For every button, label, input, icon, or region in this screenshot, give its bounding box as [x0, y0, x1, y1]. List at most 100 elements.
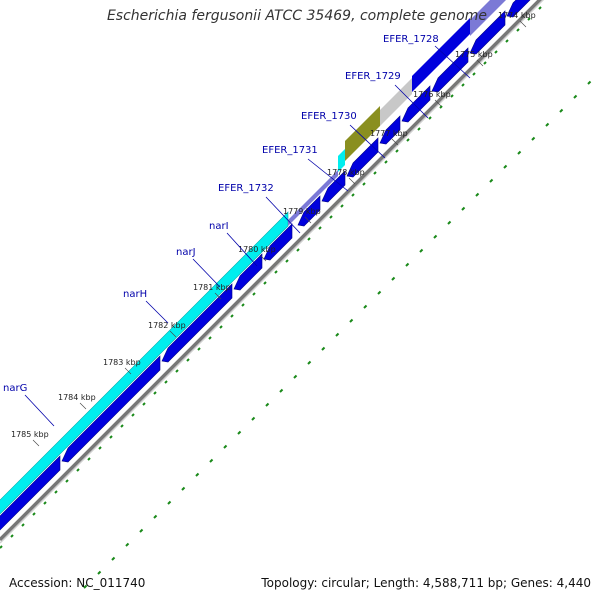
axis-dash	[517, 150, 522, 155]
axis-dot	[483, 61, 487, 65]
gene-label: narJ	[176, 247, 196, 258]
cds-arrow	[263, 223, 293, 261]
axis-dot	[538, 6, 542, 10]
axis-dot	[230, 314, 234, 318]
kbp-leader	[348, 177, 356, 185]
cds-arrow	[233, 253, 263, 291]
cds-arrow	[431, 47, 469, 93]
gene-label: narG	[3, 383, 27, 394]
kbp-leader	[32, 439, 40, 447]
gene-leader-line	[307, 158, 349, 192]
gene-leader-line	[434, 45, 471, 79]
accession-text: Accession: NC_011740	[9, 576, 146, 590]
gene-leader-line	[349, 124, 386, 159]
axis-dot	[87, 457, 91, 461]
axis-dot	[472, 72, 476, 76]
axis-dash	[237, 430, 242, 435]
axis-dash	[125, 542, 130, 547]
gene-label: narI	[209, 221, 229, 232]
kbp-tick-label: 1778 kbp	[327, 168, 365, 177]
axis-dot	[516, 28, 520, 32]
gene-label: EFER_1728	[383, 34, 439, 45]
kbp-leader	[476, 59, 484, 67]
backbone-shadow	[0, 0, 545, 544]
axis-dash	[363, 304, 368, 309]
axis-dot	[54, 490, 58, 494]
axis-dash	[265, 402, 270, 407]
axis-dash	[475, 192, 480, 197]
axis-dot	[32, 512, 36, 516]
kbp-tick-label: 1780 kbp	[238, 245, 276, 254]
axis-dot	[494, 50, 498, 54]
kbp-leader	[79, 402, 87, 410]
axis-dot	[417, 127, 421, 131]
axis-dash	[181, 486, 186, 491]
cds-arrow	[346, 137, 379, 178]
axis-dash	[209, 458, 214, 463]
axis-dot	[505, 39, 509, 43]
axis-dash	[531, 136, 536, 141]
axis-dash	[349, 318, 354, 323]
kbp-tick-label: 1783 kbp	[103, 358, 141, 367]
axis-dot	[175, 369, 179, 373]
axis-dot	[461, 83, 465, 87]
axis-dot	[153, 391, 157, 395]
axis-dot	[98, 446, 102, 450]
axis-dash	[377, 290, 382, 295]
gene-label: EFER_1732	[218, 183, 274, 194]
kbp-leader	[391, 138, 399, 146]
gene-label: EFER_1731	[262, 145, 318, 156]
cds-arrow	[297, 195, 321, 227]
axis-dot	[65, 479, 69, 483]
axis-dash	[279, 388, 284, 393]
gene-band-olive	[345, 106, 380, 161]
axis-dot	[395, 149, 399, 153]
axis-dash	[167, 500, 172, 505]
axis-dot	[186, 358, 190, 362]
axis-dash	[461, 206, 466, 211]
axis-dot	[197, 347, 201, 351]
axis-dot	[296, 248, 300, 252]
cds-arrow	[469, 10, 506, 55]
axis-dash	[139, 528, 144, 533]
axis-dot	[109, 435, 113, 439]
axis-dot	[219, 325, 223, 329]
kbp-tick-label: 1775 kbp	[455, 50, 493, 59]
genome-title: Escherichia fergusonii ATCC 35469, compl…	[106, 8, 487, 24]
axis-dash	[559, 108, 564, 113]
axis-dash	[251, 416, 256, 421]
kbp-tick-label: 1779 kbp	[283, 207, 321, 216]
gene-leader-line	[265, 196, 301, 234]
axis-dash	[83, 584, 88, 589]
kbp-tick-label: 1781 kbp	[193, 283, 231, 292]
kbp-leader	[214, 292, 222, 300]
axis-dot	[274, 270, 278, 274]
axis-dash	[321, 346, 326, 351]
kbp-tick-label: 1776 kbp	[413, 90, 451, 99]
kbp-tick-label: 1777 kbp	[370, 129, 408, 138]
axis-dash	[195, 472, 200, 477]
axis-dash	[503, 164, 508, 169]
kbp-leader	[124, 367, 132, 375]
axis-dot	[120, 424, 124, 428]
axis-dot	[142, 402, 146, 406]
gene-band-cyan-small	[338, 149, 345, 172]
axis-dot	[340, 204, 344, 208]
gene-band-gray	[380, 78, 412, 126]
gene-label: narH	[123, 289, 147, 300]
axis-dot	[406, 138, 410, 142]
axis-dash	[391, 276, 396, 281]
axis-dot	[450, 94, 454, 98]
backbone-line	[0, 0, 543, 542]
gene-leader-line	[24, 394, 55, 427]
gene-leader-line	[145, 300, 169, 324]
gene-label: EFER_1730	[301, 111, 357, 122]
kbp-leader	[519, 20, 527, 28]
cds-arrow	[506, 0, 531, 18]
cds-arrow	[401, 85, 431, 123]
axis-dot	[362, 182, 366, 186]
axis-dot	[252, 292, 256, 296]
axis-dot	[428, 116, 432, 120]
cds-arrow	[379, 115, 401, 145]
